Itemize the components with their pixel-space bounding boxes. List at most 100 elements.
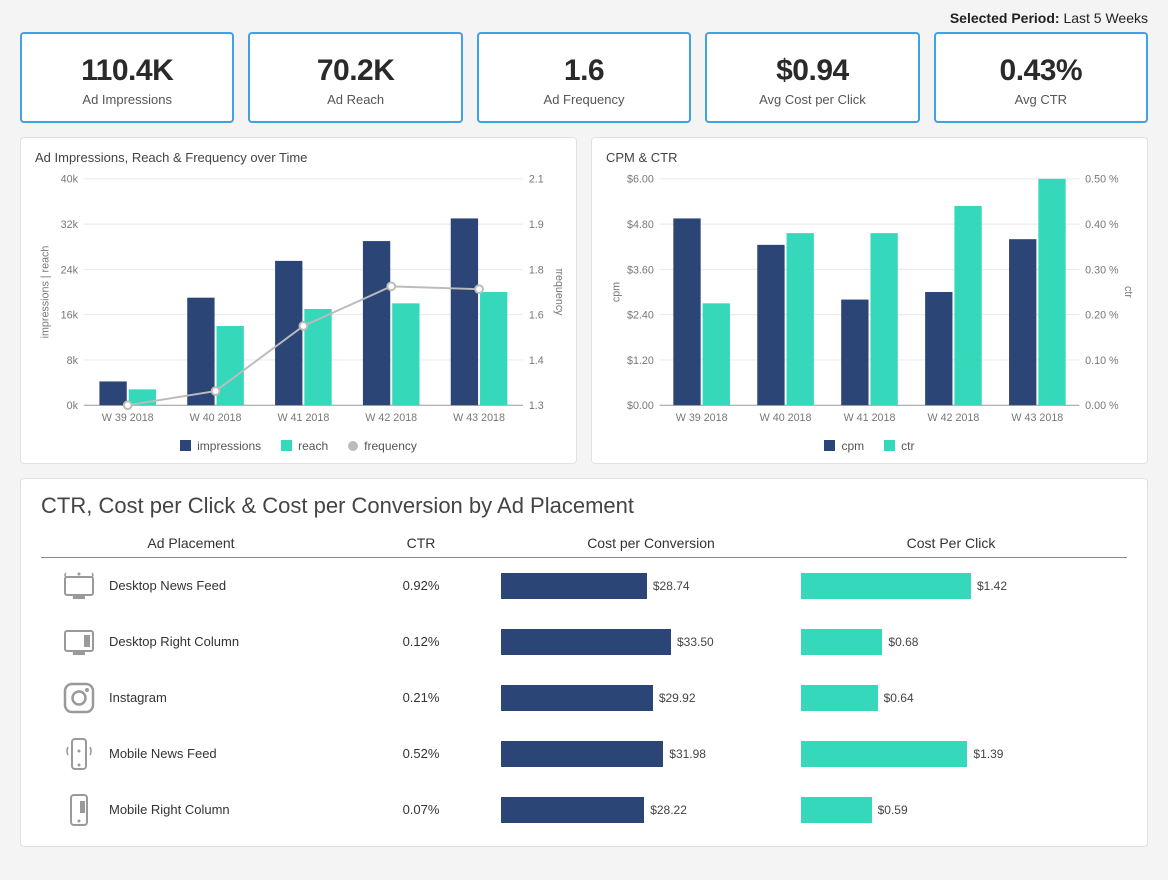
- legend-swatch: [180, 440, 191, 451]
- svg-text:8k: 8k: [67, 355, 79, 367]
- cell-conversion: $33.50: [501, 629, 801, 655]
- svg-text:W 43 2018: W 43 2018: [453, 412, 505, 424]
- legend-label: impressions: [197, 439, 261, 453]
- placement-name: Desktop Right Column: [109, 634, 239, 649]
- table-row[interactable]: Instagram 0.21%$29.92$0.64: [41, 670, 1127, 726]
- chart2-svg: $0.000.00 %$1.200.10 %$2.400.20 %$3.600.…: [606, 171, 1133, 435]
- chart2-legend: cpm ctr: [606, 439, 1133, 453]
- chart1-svg: 0k1.38k1.416k1.624k1.832k1.940k2.1W 39 2…: [35, 171, 562, 435]
- svg-text:W 39 2018: W 39 2018: [676, 412, 728, 424]
- desktop-feed-icon: [61, 568, 97, 604]
- svg-text:0.30 %: 0.30 %: [1085, 264, 1119, 276]
- svg-text:W 41 2018: W 41 2018: [844, 412, 896, 424]
- svg-text:0.20 %: 0.20 %: [1085, 310, 1119, 322]
- col-header-ctr: CTR: [341, 535, 501, 551]
- kpi-value: 110.4K: [32, 54, 222, 88]
- col-header-placement: Ad Placement: [41, 535, 341, 551]
- svg-text:impressions | reach: impressions | reach: [40, 246, 52, 339]
- svg-text:W 40 2018: W 40 2018: [760, 412, 812, 424]
- table-row[interactable]: Desktop News Feed 0.92%$28.74$1.42: [41, 558, 1127, 614]
- cell-ctr: 0.21%: [341, 690, 501, 705]
- svg-text:$2.40: $2.40: [627, 310, 654, 322]
- cell-ctr: 0.52%: [341, 746, 501, 761]
- charts-row: Ad Impressions, Reach & Frequency over T…: [20, 137, 1148, 464]
- svg-text:W 42 2018: W 42 2018: [365, 412, 417, 424]
- placement-name: Instagram: [109, 690, 167, 705]
- svg-text:1.9: 1.9: [529, 219, 544, 231]
- cell-cpc: $0.64: [801, 685, 1101, 711]
- table-row[interactable]: Mobile Right Column0.07%$28.22$0.59: [41, 782, 1127, 838]
- svg-text:16k: 16k: [61, 310, 79, 322]
- legend-swatch: [281, 440, 292, 451]
- cell-ctr: 0.07%: [341, 802, 501, 817]
- cell-cpc: $1.42: [801, 573, 1101, 599]
- legend-dot: [348, 441, 358, 451]
- svg-text:1.3: 1.3: [529, 400, 544, 412]
- table-title: CTR, Cost per Click & Cost per Conversio…: [41, 493, 1127, 519]
- legend-impressions[interactable]: impressions: [180, 439, 261, 453]
- table-head: Ad Placement CTR Cost per Conversion Cos…: [41, 529, 1127, 558]
- svg-text:$4.80: $4.80: [627, 219, 654, 231]
- selected-period: Selected Period: Last 5 Weeks: [20, 10, 1148, 26]
- table-row[interactable]: Desktop Right Column0.12%$33.50$0.68: [41, 614, 1127, 670]
- chart-cpm-ctr: CPM & CTR $0.000.00 %$1.200.10 %$2.400.2…: [591, 137, 1148, 464]
- mobile-feed-icon: [61, 736, 97, 772]
- svg-text:W 40 2018: W 40 2018: [190, 412, 242, 424]
- legend-ctr[interactable]: ctr: [884, 439, 914, 453]
- kpi-card-impressions[interactable]: 110.4K Ad Impressions: [20, 32, 234, 123]
- cell-placement: Desktop Right Column: [41, 624, 341, 660]
- table-row[interactable]: Mobile News Feed0.52%$31.98$1.39: [41, 726, 1127, 782]
- placement-name: Desktop News Feed: [109, 578, 226, 593]
- kpi-card-reach[interactable]: 70.2K Ad Reach: [248, 32, 462, 123]
- svg-text:2.1: 2.1: [529, 174, 544, 186]
- instagram-icon: [61, 680, 97, 716]
- kpi-value: 70.2K: [260, 54, 450, 88]
- svg-text:W 43 2018: W 43 2018: [1011, 412, 1063, 424]
- cell-cpc: $0.59: [801, 797, 1101, 823]
- kpi-value: $0.94: [717, 54, 907, 88]
- svg-text:40k: 40k: [61, 174, 79, 186]
- svg-text:cpm: cpm: [611, 282, 623, 302]
- legend-cpm[interactable]: cpm: [824, 439, 864, 453]
- svg-text:$6.00: $6.00: [627, 174, 654, 186]
- svg-text:0k: 0k: [67, 400, 79, 412]
- svg-text:0.00 %: 0.00 %: [1085, 400, 1119, 412]
- cell-cpc: $0.68: [801, 629, 1101, 655]
- kpi-row: 110.4K Ad Impressions 70.2K Ad Reach 1.6…: [20, 32, 1148, 123]
- chart-impressions-reach-freq: Ad Impressions, Reach & Frequency over T…: [20, 137, 577, 464]
- legend-frequency[interactable]: frequency: [348, 439, 417, 453]
- cell-placement: Desktop News Feed: [41, 568, 341, 604]
- svg-text:ctr: ctr: [1122, 286, 1133, 298]
- placement-name: Mobile News Feed: [109, 746, 217, 761]
- legend-reach[interactable]: reach: [281, 439, 328, 453]
- kpi-card-ctr[interactable]: 0.43% Avg CTR: [934, 32, 1148, 123]
- svg-text:0.10 %: 0.10 %: [1085, 355, 1119, 367]
- placement-table-card: CTR, Cost per Click & Cost per Conversio…: [20, 478, 1148, 847]
- legend-label: ctr: [901, 439, 914, 453]
- kpi-label: Ad Reach: [260, 92, 450, 107]
- mobile-right-icon: [61, 792, 97, 828]
- kpi-label: Ad Impressions: [32, 92, 222, 107]
- cell-ctr: 0.92%: [341, 578, 501, 593]
- cell-conversion: $28.74: [501, 573, 801, 599]
- legend-label: cpm: [841, 439, 864, 453]
- kpi-value: 1.6: [489, 54, 679, 88]
- cell-placement: Mobile News Feed: [41, 736, 341, 772]
- period-label: Selected Period:: [950, 10, 1060, 26]
- svg-text:W 41 2018: W 41 2018: [277, 412, 329, 424]
- kpi-label: Avg Cost per Click: [717, 92, 907, 107]
- kpi-value: 0.43%: [946, 54, 1136, 88]
- kpi-card-frequency[interactable]: 1.6 Ad Frequency: [477, 32, 691, 123]
- legend-swatch: [884, 440, 895, 451]
- svg-text:W 39 2018: W 39 2018: [102, 412, 154, 424]
- desktop-right-icon: [61, 624, 97, 660]
- cell-placement: Instagram: [41, 680, 341, 716]
- svg-text:1.6: 1.6: [529, 310, 544, 322]
- svg-text:32k: 32k: [61, 219, 79, 231]
- chart1-legend: impressions reach frequency: [35, 439, 562, 453]
- kpi-card-cpc[interactable]: $0.94 Avg Cost per Click: [705, 32, 919, 123]
- svg-text:1.8: 1.8: [529, 264, 544, 276]
- cell-conversion: $29.92: [501, 685, 801, 711]
- chart-title: CPM & CTR: [606, 150, 1133, 165]
- svg-text:W 42 2018: W 42 2018: [928, 412, 980, 424]
